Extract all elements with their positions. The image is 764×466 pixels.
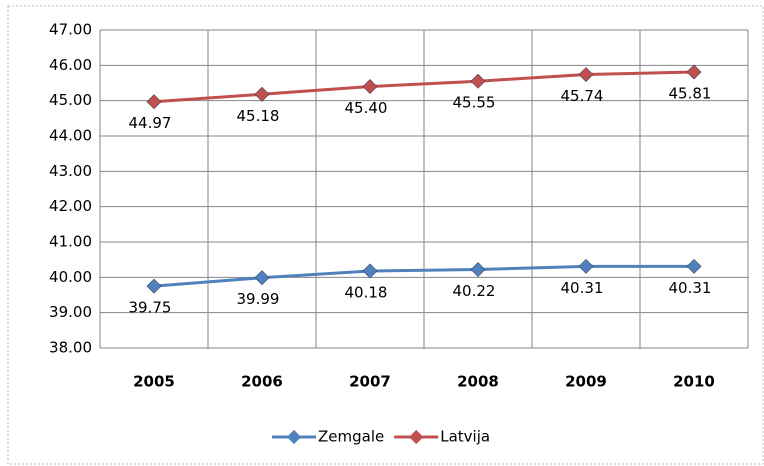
point [686,258,702,274]
data-label: 40.31 [561,279,604,297]
point [362,263,378,279]
point [470,262,486,277]
point [362,79,378,94]
point [146,94,162,110]
data-label: 45.81 [669,85,712,103]
y-tick-label: 43.00 [49,162,92,180]
legend-label: Zemgale [318,428,384,446]
y-tick-label: 47.00 [49,21,92,39]
point [578,258,594,274]
y-tick-label: 40.00 [49,268,92,286]
x-tick-label: 2010 [673,373,715,391]
point [146,278,162,294]
point [254,86,270,102]
x-tick-label: 2009 [565,373,607,391]
y-tick-label: 42.00 [49,197,92,215]
y-tick-label: 39.00 [49,303,92,321]
point [254,270,270,286]
legend-marker [409,429,424,445]
data-label: 45.40 [345,99,388,117]
point [470,73,486,89]
data-label: 39.75 [129,299,172,317]
data-label: 45.74 [561,87,604,105]
data-label: 40.31 [669,279,712,297]
x-tick-label: 2005 [133,373,175,391]
data-label: 40.18 [345,283,388,301]
y-tick-label: 46.00 [49,56,92,74]
data-label: 39.99 [237,290,280,308]
data-label: 44.97 [129,114,172,132]
y-tick-label: 41.00 [49,233,92,251]
point [578,67,594,82]
series-line [153,70,695,104]
legend-marker [286,429,302,445]
y-tick-label: 44.00 [49,127,92,145]
y-tick-label: 38.00 [49,339,92,357]
data-label: 45.18 [237,107,280,125]
data-label: 40.22 [453,282,496,300]
x-tick-label: 2008 [457,373,499,391]
x-tick-label: 2007 [349,373,391,391]
data-label: 45.55 [453,94,496,112]
point [686,64,702,80]
chart-border [7,5,764,465]
x-tick-label: 2006 [241,373,283,391]
series-line [153,264,694,288]
legend-label: Latvija [440,428,490,446]
y-tick-label: 45.00 [49,91,92,109]
